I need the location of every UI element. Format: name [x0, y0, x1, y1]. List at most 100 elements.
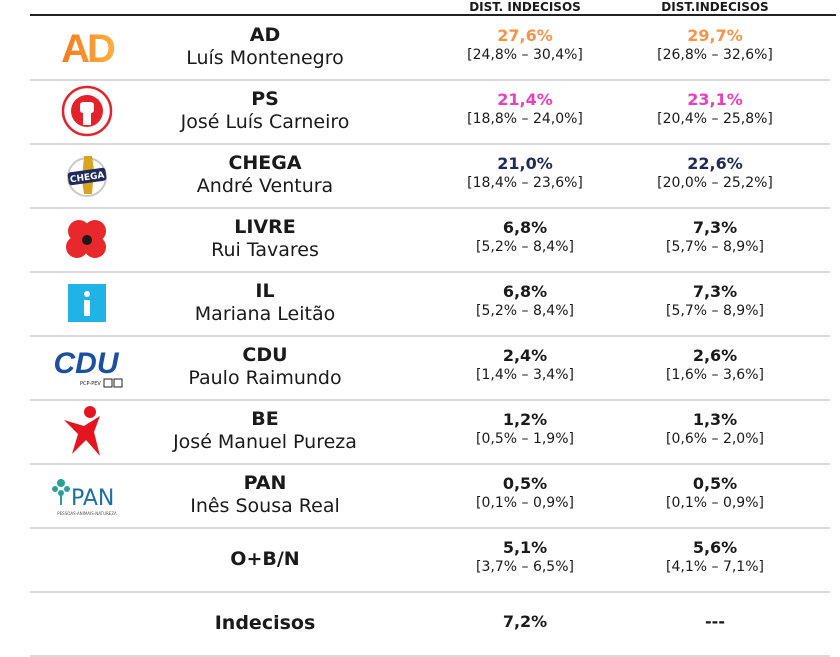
party-leader: José Luís Carneiro — [180, 111, 350, 133]
percentage: 21,0% — [497, 154, 553, 173]
confidence-interval: [26,8% – 32,6%] — [657, 47, 773, 63]
party-name-cell: PAN Inês Sousa Real — [165, 472, 365, 518]
confidence-interval: [0,5% – 1,9%] — [476, 431, 574, 447]
percentage: 21,4% — [497, 90, 553, 109]
percentage: 1,3% — [692, 410, 738, 429]
ad-logo: AD — [47, 22, 127, 72]
confidence-interval: [20,4% – 25,8%] — [657, 111, 773, 127]
party-leader: Inês Sousa Real — [190, 495, 340, 517]
value-cell-col2: 7,3% [5,7% – 8,9%] — [615, 218, 815, 256]
svg-text:PCP-PEV: PCP-PEV — [80, 381, 101, 387]
confidence-interval: [1,6% – 3,6%] — [666, 367, 764, 383]
party-leader: André Ventura — [196, 175, 334, 197]
table-row: CDU PCP-PEV CDU Paulo Raimundo 2,4% [1,4%… — [30, 336, 830, 401]
value-cell-col1: 1,2% [0,5% – 1,9%] — [425, 410, 625, 448]
svg-text:CDU: CDU — [54, 347, 120, 380]
confidence-interval: [4,1% – 7,1%] — [666, 559, 764, 575]
table-row: LIVRE Rui Tavares 6,8% [5,2% – 8,4%] 7,3… — [30, 208, 830, 273]
table-row: PS José Luís Carneiro 21,4% [18,8% – 24,… — [30, 80, 830, 145]
confidence-interval: [24,8% – 30,4%] — [467, 47, 583, 63]
value-cell-col2: 29,7% [26,8% – 32,6%] — [615, 26, 815, 64]
value-cell-col1: 0,5% [0,1% – 0,9%] — [425, 474, 625, 512]
value-cell-col1: 5,1% [3,7% – 6,5%] — [425, 538, 625, 576]
value-cell-col2: 0,5% [0,1% – 0,9%] — [615, 474, 815, 512]
be-star-logo — [47, 406, 127, 456]
value-cell-col2: 2,6% [1,6% – 3,6%] — [615, 346, 815, 384]
party-name-cell: CHEGA André Ventura — [165, 152, 365, 198]
chega-logo: CHEGA — [47, 150, 127, 200]
value-cell-col1: 27,6% [24,8% – 30,4%] — [425, 26, 625, 64]
value-cell-col1: 6,8% [5,2% – 8,4%] — [425, 218, 625, 256]
table-row: Indecisos 7,2% --- — [30, 592, 830, 657]
confidence-interval: [3,7% – 6,5%] — [476, 559, 574, 575]
party-abbr: CDU — [242, 344, 288, 366]
header-col1: DIST. INDECISOS — [469, 0, 581, 14]
party-leader: Rui Tavares — [211, 239, 319, 261]
percentage: 5,6% — [692, 538, 738, 557]
value-cell-col1: 7,2% — [425, 612, 625, 632]
confidence-interval: [0,1% – 0,9%] — [476, 495, 574, 511]
confidence-interval: [18,8% – 24,0%] — [467, 111, 583, 127]
value-cell-col2: --- — [615, 612, 815, 632]
table-row: CHEGA CHEGA André Ventura 21,0% [18,4% –… — [30, 144, 830, 209]
value-cell-col1: 21,0% [18,4% – 23,6%] — [425, 154, 625, 192]
party-leader: Luís Montenegro — [186, 47, 344, 69]
value-cell-col2: 5,6% [4,1% – 7,1%] — [615, 538, 815, 576]
percentage: 29,7% — [687, 26, 743, 45]
percentage: 6,8% — [502, 218, 548, 237]
cdu-logo: CDU PCP-PEV — [47, 342, 127, 392]
value-cell-col2: 1,3% [0,6% – 2,0%] — [615, 410, 815, 448]
party-leader: José Manuel Pureza — [173, 431, 357, 453]
value-cell-col1: 2,4% [1,4% – 3,4%] — [425, 346, 625, 384]
value-cell-col2: 23,1% [20,4% – 25,8%] — [615, 90, 815, 128]
pan-logo: PAN PESSOAS-ANIMAIS-NATUREZA — [47, 470, 127, 520]
party-name-cell: IL Mariana Leitão — [165, 280, 365, 326]
party-name-cell: BE José Manuel Pureza — [165, 408, 365, 454]
svg-text:PAN: PAN — [71, 486, 114, 511]
value-cell-col1: 6,8% [5,2% – 8,4%] — [425, 282, 625, 320]
percentage: 1,2% — [502, 410, 548, 429]
percentage: 23,1% — [687, 90, 743, 109]
svg-text:CHEGA: CHEGA — [69, 171, 105, 186]
percentage: 2,4% — [502, 346, 548, 365]
svg-text:AD: AD — [61, 29, 115, 65]
party-name-cell: O+B/N — [165, 548, 365, 570]
party-abbr: Indecisos — [214, 612, 316, 634]
party-abbr: O+B/N — [230, 548, 300, 570]
party-name-cell: CDU Paulo Raimundo — [165, 344, 365, 390]
party-abbr: AD — [249, 24, 281, 46]
percentage: --- — [705, 612, 725, 631]
confidence-interval: [5,7% – 8,9%] — [666, 303, 764, 319]
confidence-interval: [5,2% – 8,4%] — [476, 239, 574, 255]
table-row: IL Mariana Leitão 6,8% [5,2% – 8,4%] 7,3… — [30, 272, 830, 337]
table-row: O+B/N 5,1% [3,7% – 6,5%] 5,6% [4,1% – 7,… — [30, 528, 830, 593]
confidence-interval: [5,2% – 8,4%] — [476, 303, 574, 319]
percentage: 2,6% — [692, 346, 738, 365]
ps-fist-logo — [47, 85, 127, 137]
party-abbr: PS — [251, 88, 279, 110]
percentage: 22,6% — [687, 154, 743, 173]
confidence-interval: [20,0% – 25,2%] — [657, 175, 773, 191]
percentage: 0,5% — [502, 474, 548, 493]
value-cell-col1: 21,4% [18,8% – 24,0%] — [425, 90, 625, 128]
table-row: BE José Manuel Pureza 1,2% [0,5% – 1,9%]… — [30, 400, 830, 465]
percentage: 5,1% — [502, 538, 548, 557]
svg-text:PESSOAS-ANIMAIS-NATUREZA: PESSOAS-ANIMAIS-NATUREZA — [57, 511, 117, 516]
header-divider — [30, 14, 836, 16]
percentage: 7,3% — [692, 218, 738, 237]
party-name-cell: PS José Luís Carneiro — [165, 88, 365, 134]
percentage: 7,3% — [692, 282, 738, 301]
party-abbr: PAN — [243, 472, 287, 494]
percentage: 7,2% — [502, 612, 548, 631]
confidence-interval: [18,4% – 23,6%] — [467, 175, 583, 191]
party-leader: Paulo Raimundo — [188, 367, 342, 389]
header-col2: DIST.INDECISOS — [661, 0, 769, 14]
party-name-cell: Indecisos — [165, 612, 365, 634]
value-cell-col2: 7,3% [5,7% – 8,9%] — [615, 282, 815, 320]
il-logo — [47, 278, 127, 328]
party-abbr: BE — [251, 408, 279, 430]
party-abbr: IL — [255, 280, 275, 302]
percentage: 27,6% — [497, 26, 553, 45]
party-name-cell: LIVRE Rui Tavares — [165, 216, 365, 262]
percentage: 0,5% — [692, 474, 738, 493]
